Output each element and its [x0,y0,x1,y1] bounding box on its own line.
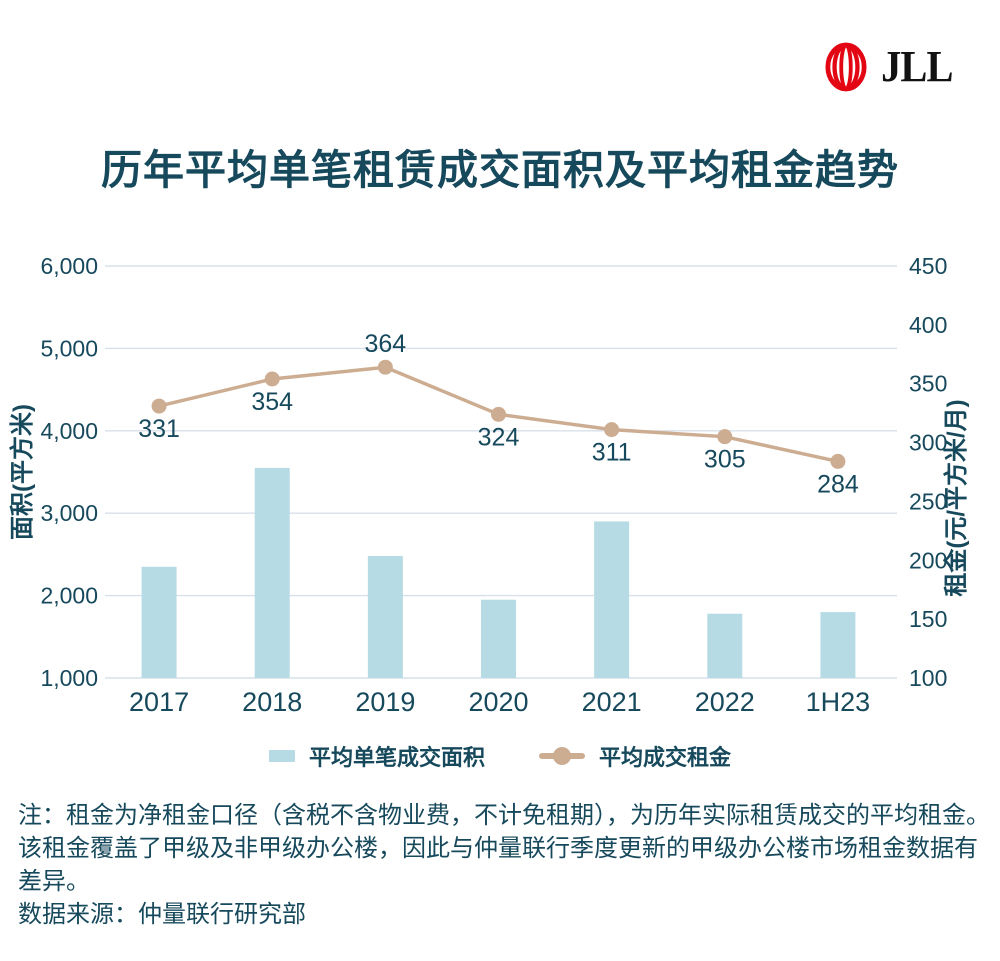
right-axis-tick: 450 [909,253,947,279]
chart-title: 历年平均单笔租赁成交面积及平均租金趋势 [101,147,899,193]
rent-point-2019 [377,359,393,375]
bar-2021 [594,521,630,678]
footnotes: 注：租金为净租金口径（含税不含物业费，不计免租期），为历年实际租赁成交的平均租金… [18,799,990,931]
right-axis-tick: 400 [909,312,947,338]
rent-data-label: 364 [364,330,406,358]
legend-item-rent: 平均成交租金 [539,740,731,772]
rent-point-2021 [604,422,620,438]
bar-2017 [141,566,177,678]
jll-logo: JLL [825,42,956,92]
left-axis-tick: 3,000 [40,500,98,526]
chart-legend: 平均单笔成交面积 平均成交租金 [0,740,1000,772]
right-axis-title: 租金(元/平方米/月) [942,399,970,596]
x-axis-label-2018: 2018 [242,687,302,717]
line-dot-icon [553,747,571,765]
x-axis-label-2021: 2021 [582,687,642,717]
left-axis-tick: 4,000 [40,418,98,444]
note-line-1: 注：租金为净租金口径（含税不含物业费，不计免租期），为历年实际租赁成交的平均租金… [18,802,990,829]
right-axis-tick: 200 [909,547,947,573]
note-line-3: 差异。 [18,868,90,895]
left-axis-tick: 1,000 [40,665,98,691]
rent-point-1H23 [830,453,846,469]
right-axis-tick: 300 [909,430,947,456]
x-axis-label-2020: 2020 [468,687,528,717]
right-axis-tick: 100 [909,665,947,691]
left-axis-tick: 5,000 [40,335,98,361]
rent-point-2017 [151,398,167,414]
legend-label-area: 平均单笔成交面积 [308,745,485,770]
area-rent-combo-chart: 1,000 2,000 3,000 4,000 5,000 6,000 100 150 200 2… [8,253,970,717]
bar-2020 [481,599,516,678]
bar-2019 [367,556,403,678]
x-axis-label-2017: 2017 [129,687,189,717]
rent-point-2022 [717,429,733,445]
bar-2018 [254,467,290,678]
legend-item-area: 平均单笔成交面积 [268,740,485,772]
rent-data-label: 324 [478,423,520,451]
rent-point-2018 [264,371,280,387]
rent-data-label: 311 [592,439,632,467]
bar-1H23 [820,612,856,678]
line-swatch-icon [539,747,585,765]
x-axis-label-2019: 2019 [355,687,415,717]
right-axis-tick: 250 [909,488,947,514]
bar-2022 [707,613,743,678]
x-axis-label-1H23: 1H23 [806,687,871,717]
rent-data-label: 354 [251,388,293,416]
left-axis-title: 面积(平方米) [8,404,36,540]
note-line-2: 该租金覆盖了甲级及非甲级办公楼，因此与仲量联行季度更新的甲级办公楼市场租金数据有 [18,835,978,862]
right-axis-tick: 350 [909,371,947,397]
jll-orb-icon [825,42,867,92]
left-axis-tick: 2,000 [40,583,98,609]
rent-data-label: 331 [138,415,180,443]
bar-swatch-icon [268,750,295,762]
rent-point-2020 [491,406,506,422]
legend-label-rent: 平均成交租金 [599,745,732,770]
jll-logo-text: JLL [881,42,953,91]
data-source: 数据来源：仲量联行研究部 [18,901,306,928]
rent-data-label: 284 [817,470,859,498]
x-axis-label-2022: 2022 [695,687,755,717]
left-axis-tick: 6,000 [40,253,98,279]
right-axis-tick: 150 [909,606,947,632]
rent-data-label: 305 [704,446,746,474]
